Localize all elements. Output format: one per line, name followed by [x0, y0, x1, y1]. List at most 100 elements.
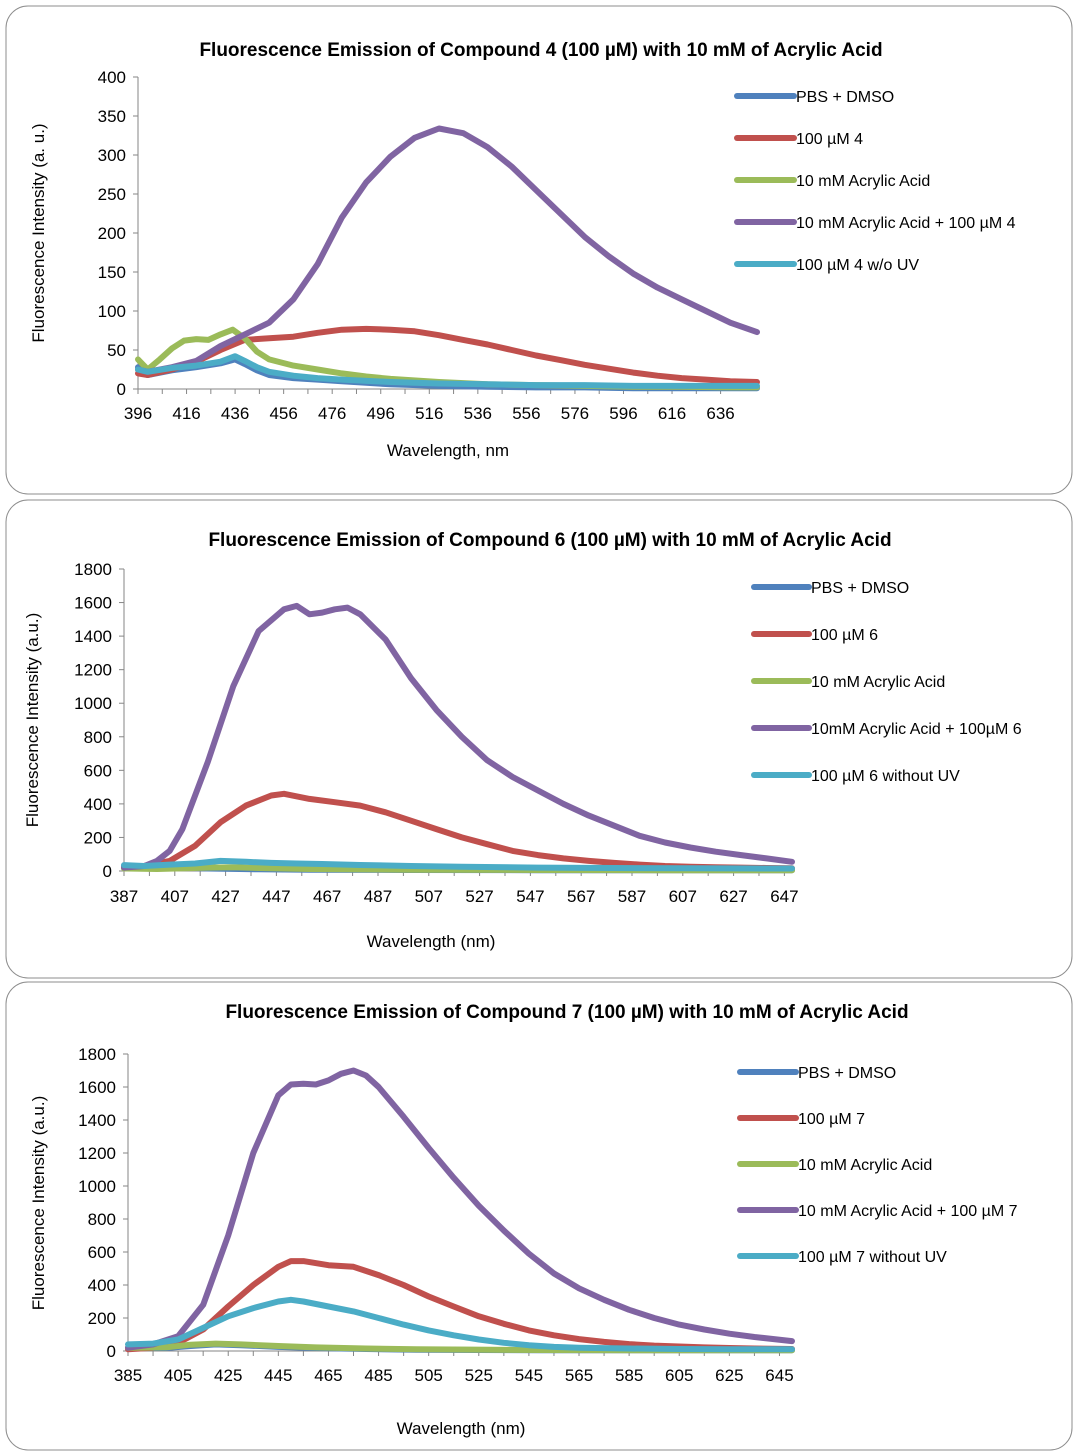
x-tick-label: 587 — [618, 887, 646, 906]
x-tick-label: 447 — [262, 887, 290, 906]
y-tick-label: 1600 — [78, 1078, 116, 1097]
y-tick-label: 1400 — [78, 1111, 116, 1130]
legend: PBS + DMSO 100 µM 7 10 mM Acrylic Acid 10 m… — [737, 1065, 1018, 1266]
chart-title: Fluorescence Emission of Compound 6 (100… — [208, 530, 891, 551]
legend-label: 100 µM 4 w/o UV — [796, 257, 919, 274]
y-tick-label: 150 — [98, 263, 126, 282]
y-tick-label: 0 — [107, 1342, 116, 1361]
y-tick-label: 1200 — [78, 1144, 116, 1163]
y-tick-label: 1200 — [74, 661, 112, 680]
x-tick-label: 465 — [314, 1366, 342, 1385]
x-tick-label: 396 — [124, 404, 152, 423]
series-line-2 — [135, 325, 760, 385]
chart-3: Fluorescence Emission of Compound 7 (100… — [5, 981, 1073, 1451]
x-tick-label: 625 — [715, 1366, 743, 1385]
x-tick-label: 496 — [367, 404, 395, 423]
y-tick-label: 400 — [88, 1276, 116, 1295]
x-tick-label: 616 — [658, 404, 686, 423]
legend: PBS + DMSO 100 µM 4 10 mM Acrylic Acid 10 m… — [734, 89, 1016, 274]
y-tick-label: 350 — [98, 107, 126, 126]
x-tick-label: 556 — [512, 404, 540, 423]
y-tick-label: 600 — [88, 1243, 116, 1262]
x-tick-label: 525 — [465, 1366, 493, 1385]
x-tick-label: 387 — [110, 887, 138, 906]
y-tick-label: 1400 — [74, 627, 112, 646]
y-tick-label: 800 — [84, 728, 112, 747]
legend-label: 10 mM Acrylic Acid — [796, 173, 930, 190]
chart-1: Fluorescence Emission of Compound 4 (100… — [5, 5, 1073, 495]
x-tick-label: 516 — [415, 404, 443, 423]
y-tick-label: 600 — [84, 761, 112, 780]
x-tick-label: 547 — [516, 887, 544, 906]
y-tick-label: 100 — [98, 302, 126, 321]
y-tick-label: 50 — [107, 341, 126, 360]
x-tick-label: 456 — [269, 404, 297, 423]
series-line-5 — [135, 353, 760, 389]
x-tick-label: 507 — [415, 887, 443, 906]
legend-label: 100 µM 6 — [811, 627, 878, 644]
x-tick-label: 645 — [765, 1366, 793, 1385]
series-line-5 — [125, 1296, 795, 1353]
legend-label: PBS + DMSO — [798, 1065, 896, 1082]
legend-label: 100 µM 7 — [798, 1111, 865, 1128]
y-tick-label: 1600 — [74, 594, 112, 613]
legend-label: PBS + DMSO — [811, 580, 909, 597]
x-tick-label: 647 — [770, 887, 798, 906]
legend-label: 10 mM Acrylic Acid + 100 µM 7 — [798, 1203, 1018, 1220]
y-tick-label: 1800 — [74, 560, 112, 579]
y-axis-title: Fluorescence Intensity (a. u.) — [29, 123, 48, 342]
x-tick-label: 416 — [172, 404, 200, 423]
y-tick-label: 1000 — [74, 694, 112, 713]
x-axis-title: Wavelength (nm) — [367, 932, 496, 951]
x-tick-label: 425 — [214, 1366, 242, 1385]
legend-label: PBS + DMSO — [796, 89, 894, 106]
y-tick-label: 200 — [84, 828, 112, 847]
x-tick-label: 636 — [706, 404, 734, 423]
y-tick-label: 1800 — [78, 1045, 116, 1064]
x-tick-label: 565 — [565, 1366, 593, 1385]
x-tick-label: 605 — [665, 1366, 693, 1385]
legend-label: 10 mM Acrylic Acid — [811, 674, 945, 691]
y-tick-label: 300 — [98, 146, 126, 165]
legend-label: 10mM Acrylic Acid + 100µM 6 — [811, 721, 1022, 738]
y-tick-label: 400 — [84, 795, 112, 814]
x-tick-label: 545 — [515, 1366, 543, 1385]
y-tick-label: 400 — [98, 68, 126, 87]
x-axis-title: Wavelength (nm) — [397, 1419, 526, 1438]
x-tick-label: 445 — [264, 1366, 292, 1385]
x-tick-label: 607 — [669, 887, 697, 906]
y-tick-label: 200 — [98, 224, 126, 243]
chart-frame — [5, 499, 1073, 979]
y-tick-label: 1000 — [78, 1177, 116, 1196]
y-axis-title: Fluorescence Intensity (a.u.) — [29, 1096, 48, 1310]
x-axis-title: Wavelength, nm — [387, 441, 509, 460]
y-tick-label: 0 — [117, 380, 126, 399]
chart-title: Fluorescence Emission of Compound 7 (100… — [225, 1002, 908, 1023]
legend-label: 100 µM 4 — [796, 131, 863, 148]
series-line-4 — [135, 125, 760, 375]
x-tick-label: 585 — [615, 1366, 643, 1385]
series-line-4 — [121, 602, 795, 871]
legend: PBS + DMSO 100 µM 6 10 mM Acrylic Acid 10mM… — [751, 580, 1022, 785]
y-tick-label: 250 — [98, 185, 126, 204]
series-line-4 — [125, 1067, 795, 1351]
x-tick-label: 485 — [364, 1366, 392, 1385]
x-tick-label: 567 — [567, 887, 595, 906]
chart-title: Fluorescence Emission of Compound 4 (100… — [199, 40, 882, 61]
legend-label: 100 µM 6 without UV — [811, 768, 960, 785]
x-tick-label: 427 — [211, 887, 239, 906]
y-tick-label: 800 — [88, 1210, 116, 1229]
x-tick-label: 436 — [221, 404, 249, 423]
x-tick-label: 405 — [164, 1366, 192, 1385]
legend-label: 10 mM Acrylic Acid + 100 µM 4 — [796, 215, 1016, 232]
x-tick-label: 536 — [464, 404, 492, 423]
legend-label: 100 µM 7 without UV — [798, 1249, 947, 1266]
x-tick-label: 576 — [561, 404, 589, 423]
x-tick-label: 596 — [609, 404, 637, 423]
x-tick-label: 385 — [114, 1366, 142, 1385]
chart-2: Fluorescence Emission of Compound 6 (100… — [5, 499, 1073, 979]
x-tick-label: 487 — [364, 887, 392, 906]
y-tick-label: 0 — [103, 862, 112, 881]
chart-frame — [5, 981, 1073, 1451]
